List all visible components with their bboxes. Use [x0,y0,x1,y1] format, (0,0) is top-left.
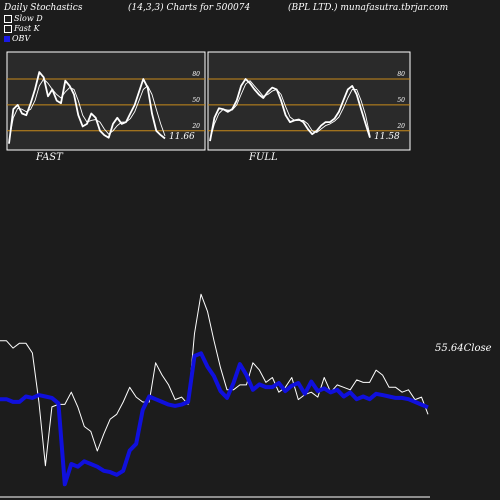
close-price-line [0,293,429,467]
y-tick-label: 50 [192,97,200,104]
legend-swatch-fast-k [4,24,12,33]
header-right: (BPL LTD.) munafasutra.tbrjar.com [288,3,449,13]
obv-line [0,351,429,487]
series-line-fast-k [8,71,166,144]
close-value-label: 55.64Close [435,343,492,354]
legend-label-fast-k: Fast K [14,24,40,33]
header-center: (14,3,3) Charts for 500074 [128,3,251,13]
legend-item-obv: OBV [4,34,30,43]
legend-swatch-slow-d [4,14,12,23]
legend-item-fast-k: Fast K [4,24,40,33]
last-value-label: 11.66 [169,132,195,142]
series-line-fast-k [209,78,371,142]
last-value-label: 11.58 [374,132,400,142]
series-line-slow-d [8,78,166,142]
y-tick-label: 20 [191,123,200,130]
panel-title: FULL [248,152,278,163]
y-tick-label: 80 [192,71,200,78]
legend-label-slow-d: Slow D [14,14,43,23]
y-tick-label: 50 [397,97,405,104]
y-tick-label: 20 [396,123,405,130]
legend-swatch-obv [4,35,10,42]
series-line-slow-d [209,80,371,140]
y-tick-label: 80 [397,71,405,78]
header-left: Daily Stochastics [4,3,83,13]
legend-label-obv: OBV [12,34,31,43]
panel-frame-2 [207,51,411,151]
legend-item-slow-d: Slow D [4,14,43,23]
panel-title: FAST [35,152,64,163]
panel-frame-1 [6,51,206,151]
